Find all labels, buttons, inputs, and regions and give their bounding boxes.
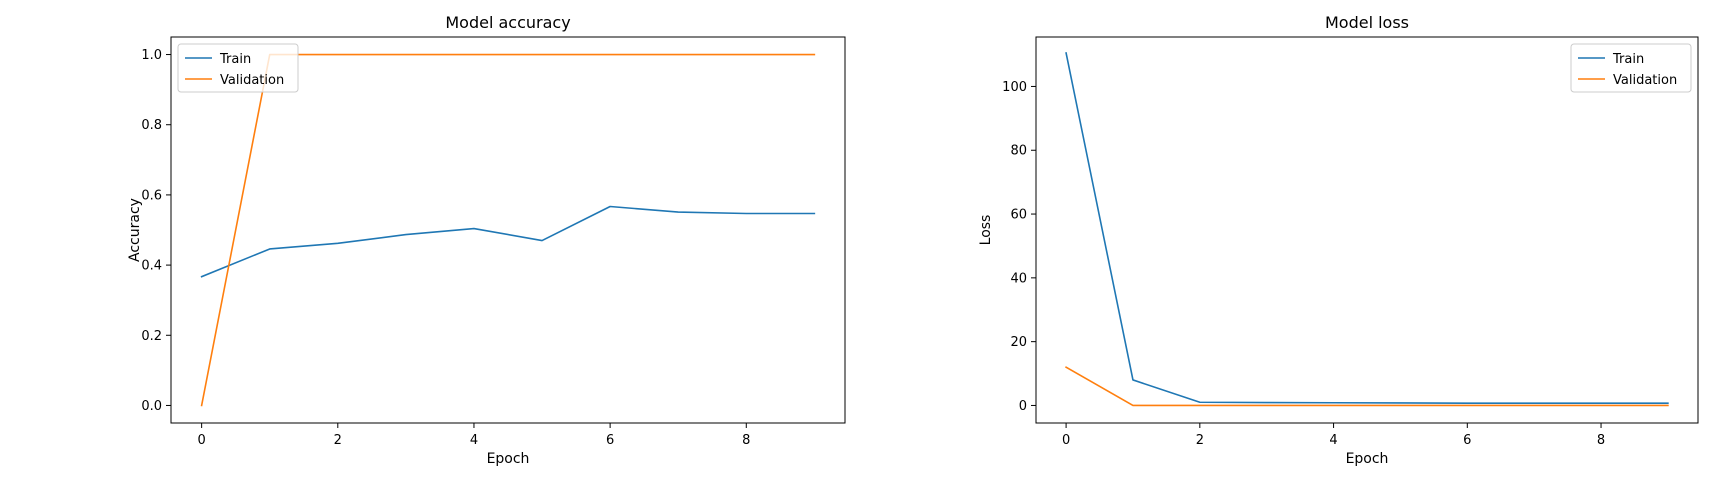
chart-title: Model accuracy	[445, 13, 570, 32]
y-axis-label: Accuracy	[127, 198, 143, 262]
x-tick-label: 4	[1329, 433, 1337, 448]
x-tick-label: 8	[1597, 433, 1605, 448]
legend-label-train: Train	[219, 52, 251, 67]
y-tick-label: 0.6	[141, 188, 162, 203]
x-tick-label: 8	[742, 433, 750, 448]
axes-frame	[171, 37, 845, 423]
y-tick-label: 1.0	[141, 48, 162, 63]
x-axis-label: Epoch	[487, 451, 530, 467]
legend: Train Validation	[1571, 44, 1691, 92]
legend: Train Validation	[178, 44, 298, 92]
series-line-train	[1066, 53, 1668, 403]
y-tick-label: 0	[1019, 399, 1027, 414]
y-tick-label: 100	[1002, 80, 1027, 95]
y-tick-label: 20	[1010, 335, 1027, 350]
series-line-validation	[202, 55, 815, 406]
y-tick-label: 0.2	[141, 329, 162, 344]
series-line-train	[202, 206, 815, 276]
x-tick-label: 6	[606, 433, 614, 448]
chart-title: Model loss	[1325, 13, 1409, 32]
x-tick-label: 2	[1196, 433, 1204, 448]
y-tick-label: 0.4	[141, 259, 162, 274]
y-tick-label: 60	[1010, 208, 1027, 223]
axes-frame	[1036, 37, 1698, 423]
chart-accuracy: Model accuracy 0 2 4 6 8 0.0 0.2 0.4 0.6 0.8 1.0 Epo…	[127, 13, 845, 467]
legend-label-validation: Validation	[1613, 73, 1677, 88]
y-tick-label: 0.8	[141, 118, 162, 133]
x-tick-label: 6	[1463, 433, 1471, 448]
x-tick-label: 0	[197, 433, 205, 448]
series-line-validation	[1066, 367, 1668, 405]
y-tick-label: 80	[1010, 144, 1027, 159]
y-tick-label: 0.0	[141, 399, 162, 414]
legend-label-validation: Validation	[220, 73, 284, 88]
x-tick-label: 4	[470, 433, 478, 448]
x-tick-label: 0	[1062, 433, 1070, 448]
x-axis-label: Epoch	[1346, 451, 1389, 467]
x-tick-label: 2	[334, 433, 342, 448]
y-tick-label: 40	[1010, 271, 1027, 286]
legend-label-train: Train	[1612, 52, 1644, 67]
y-axis-label: Loss	[978, 215, 994, 246]
